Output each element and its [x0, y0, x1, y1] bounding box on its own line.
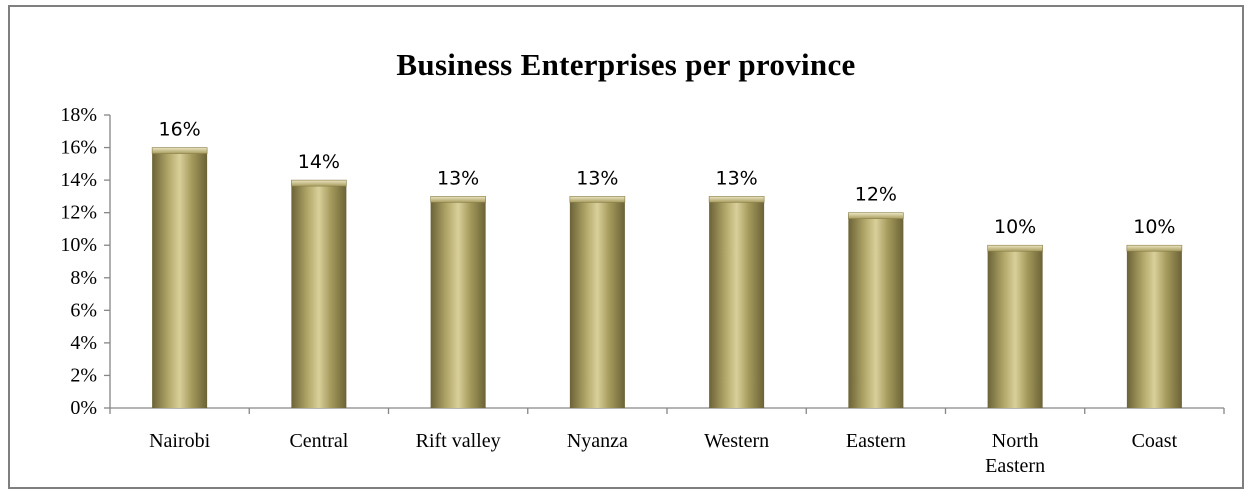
data-label: 13% [576, 167, 618, 189]
bar-body [987, 245, 1043, 408]
bar-cap [151, 147, 208, 154]
bar-central [291, 179, 347, 408]
data-label: 14% [298, 151, 340, 173]
bar-cap [1126, 244, 1183, 252]
data-label: 12% [855, 184, 897, 206]
x-tick-label: North [992, 430, 1039, 452]
bar-cap [708, 196, 765, 203]
bar-nyanza [569, 196, 626, 408]
data-label: 10% [994, 216, 1036, 238]
axes: 0% 2% 4% 6% 8% 10% 12% 14% 16% 18% [60, 104, 1225, 419]
bar-north-eastern [987, 244, 1043, 408]
y-tick-label: 6% [70, 299, 97, 321]
y-tick-label: 18% [60, 104, 97, 126]
bar-nairobi [151, 147, 208, 409]
bar-body [291, 180, 347, 408]
x-tick-label: Eastern [846, 430, 906, 452]
data-label: 10% [1133, 216, 1175, 238]
bar-eastern [848, 212, 904, 408]
y-tick-label: 10% [60, 234, 97, 256]
labels: 16% Nairobi 14% Central 13% Rift valley 13% Nya… [149, 119, 1178, 477]
bar-western [708, 196, 765, 408]
bar-body [1126, 245, 1182, 408]
bar-body [709, 196, 765, 408]
bar-cap [987, 244, 1043, 252]
y-tick-label: 16% [60, 137, 97, 159]
bar-rift-valley [430, 196, 486, 408]
x-tick-label: Western [704, 430, 769, 452]
bar-cap [430, 196, 486, 203]
bar-body [848, 212, 904, 408]
bar-coast [1126, 244, 1183, 408]
bar-cap [569, 196, 626, 203]
y-tick-label: 8% [70, 267, 97, 289]
y-tick-label: 12% [60, 202, 97, 224]
y-tick-label: 14% [60, 169, 97, 191]
data-label: 16% [159, 119, 201, 141]
y-tick-label: 4% [70, 332, 97, 354]
bars [151, 147, 1183, 409]
x-tick-label: Coast [1132, 430, 1178, 452]
y-tick-label: 0% [70, 397, 97, 419]
y-tick-label: 2% [70, 364, 97, 386]
bar-cap [291, 179, 347, 187]
data-label: 13% [716, 167, 758, 189]
bar-body [430, 196, 486, 408]
x-tick-label: Rift valley [416, 430, 501, 452]
x-tick-label: Eastern [985, 455, 1045, 477]
bar-body [152, 147, 208, 409]
chart-title: Business Enterprises per province [396, 47, 856, 82]
bar-body [569, 196, 625, 408]
data-label: 13% [437, 167, 479, 189]
x-tick-label: Nyanza [567, 430, 628, 452]
x-tick-label: Central [289, 430, 348, 452]
bar-cap [848, 212, 904, 219]
x-tick-label: Nairobi [149, 430, 211, 452]
